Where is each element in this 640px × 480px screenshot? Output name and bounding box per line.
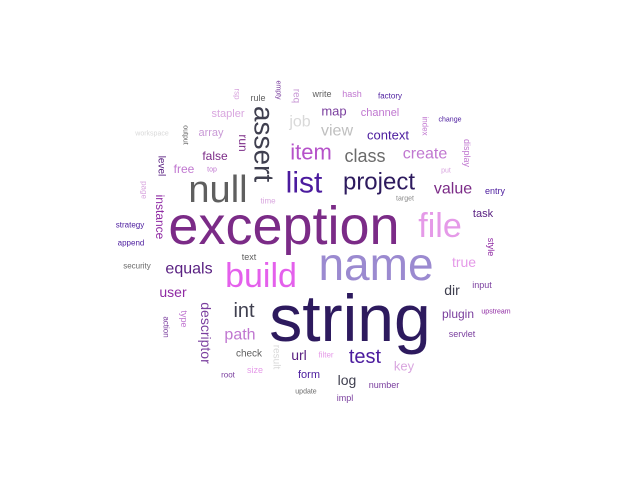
word-upstream: upstream bbox=[481, 309, 510, 316]
word-page: page bbox=[140, 181, 149, 199]
word-user: user bbox=[159, 284, 187, 300]
word-name: name bbox=[318, 238, 433, 290]
word-output: output bbox=[182, 125, 189, 145]
word-target: target bbox=[396, 196, 414, 203]
word-array: array bbox=[198, 127, 224, 139]
word-action: action bbox=[162, 316, 171, 337]
word-url: url bbox=[291, 347, 307, 363]
word-append: append bbox=[118, 239, 145, 248]
word-exception: exception bbox=[168, 196, 399, 256]
word-req: req bbox=[291, 89, 302, 103]
word-map: map bbox=[321, 104, 346, 119]
word-job: job bbox=[288, 114, 310, 131]
word-level: level bbox=[156, 156, 167, 177]
word-equals: equals bbox=[165, 261, 212, 278]
word-write: write bbox=[311, 89, 331, 99]
word-true: true bbox=[452, 254, 476, 270]
word-run: run bbox=[236, 134, 250, 151]
word-entry: entry bbox=[485, 186, 506, 196]
word-type: type bbox=[179, 310, 189, 327]
word-time: time bbox=[260, 197, 276, 206]
word-int: int bbox=[233, 300, 255, 322]
word-rule: rule bbox=[250, 93, 265, 103]
word-assert: assert bbox=[249, 106, 280, 182]
word-context: context bbox=[367, 128, 409, 143]
word-empty: empty bbox=[275, 80, 282, 100]
word-class: class bbox=[344, 146, 385, 166]
word-change: change bbox=[439, 117, 462, 124]
word-dir: dir bbox=[444, 282, 460, 298]
word-hash: hash bbox=[342, 89, 362, 99]
word-project: project bbox=[343, 169, 415, 196]
word-index: index bbox=[421, 116, 430, 135]
word-impl: impl bbox=[337, 393, 354, 403]
word-false: false bbox=[202, 149, 228, 163]
word-filter: filter bbox=[318, 351, 333, 360]
word-channel: channel bbox=[361, 107, 400, 119]
word-free: free bbox=[174, 162, 195, 176]
word-strategy: strategy bbox=[116, 221, 144, 230]
word-update: update bbox=[295, 389, 317, 396]
word-size: size bbox=[247, 365, 263, 375]
word-workspace: workspace bbox=[134, 131, 169, 138]
word-number: number bbox=[369, 380, 400, 390]
word-string: string bbox=[269, 281, 430, 355]
word-input: input bbox=[472, 280, 492, 290]
word-descriptor: descriptor bbox=[198, 302, 214, 364]
word-create: create bbox=[403, 146, 448, 163]
word-instance: instance bbox=[153, 195, 167, 240]
word-file: file bbox=[418, 207, 461, 245]
word-top: top bbox=[207, 167, 217, 174]
word-rsp: rsp bbox=[233, 88, 242, 100]
word-style: style bbox=[486, 238, 496, 257]
word-result: result bbox=[271, 345, 282, 370]
word-plugin: plugin bbox=[442, 307, 474, 321]
word-task: task bbox=[473, 208, 494, 220]
word-null: null bbox=[188, 169, 247, 211]
word-security: security bbox=[123, 262, 151, 271]
word-build: build bbox=[225, 257, 297, 295]
word-list: list bbox=[286, 167, 323, 200]
word-form: form bbox=[298, 369, 320, 381]
word-display: display bbox=[462, 139, 472, 168]
word-path: path bbox=[224, 327, 255, 344]
word-item: item bbox=[290, 140, 332, 165]
word-log: log bbox=[338, 372, 357, 388]
word-put: put bbox=[441, 168, 451, 175]
word-test: test bbox=[349, 346, 382, 368]
word-root: root bbox=[221, 371, 236, 380]
word-stapler: stapler bbox=[211, 108, 244, 120]
word-value: value bbox=[434, 181, 472, 198]
word-factory: factory bbox=[378, 92, 402, 101]
word-text: text bbox=[242, 252, 257, 262]
word-servlet: servlet bbox=[449, 329, 476, 339]
word-view: view bbox=[321, 123, 353, 140]
word-check: check bbox=[236, 349, 263, 360]
word-key: key bbox=[394, 359, 415, 374]
